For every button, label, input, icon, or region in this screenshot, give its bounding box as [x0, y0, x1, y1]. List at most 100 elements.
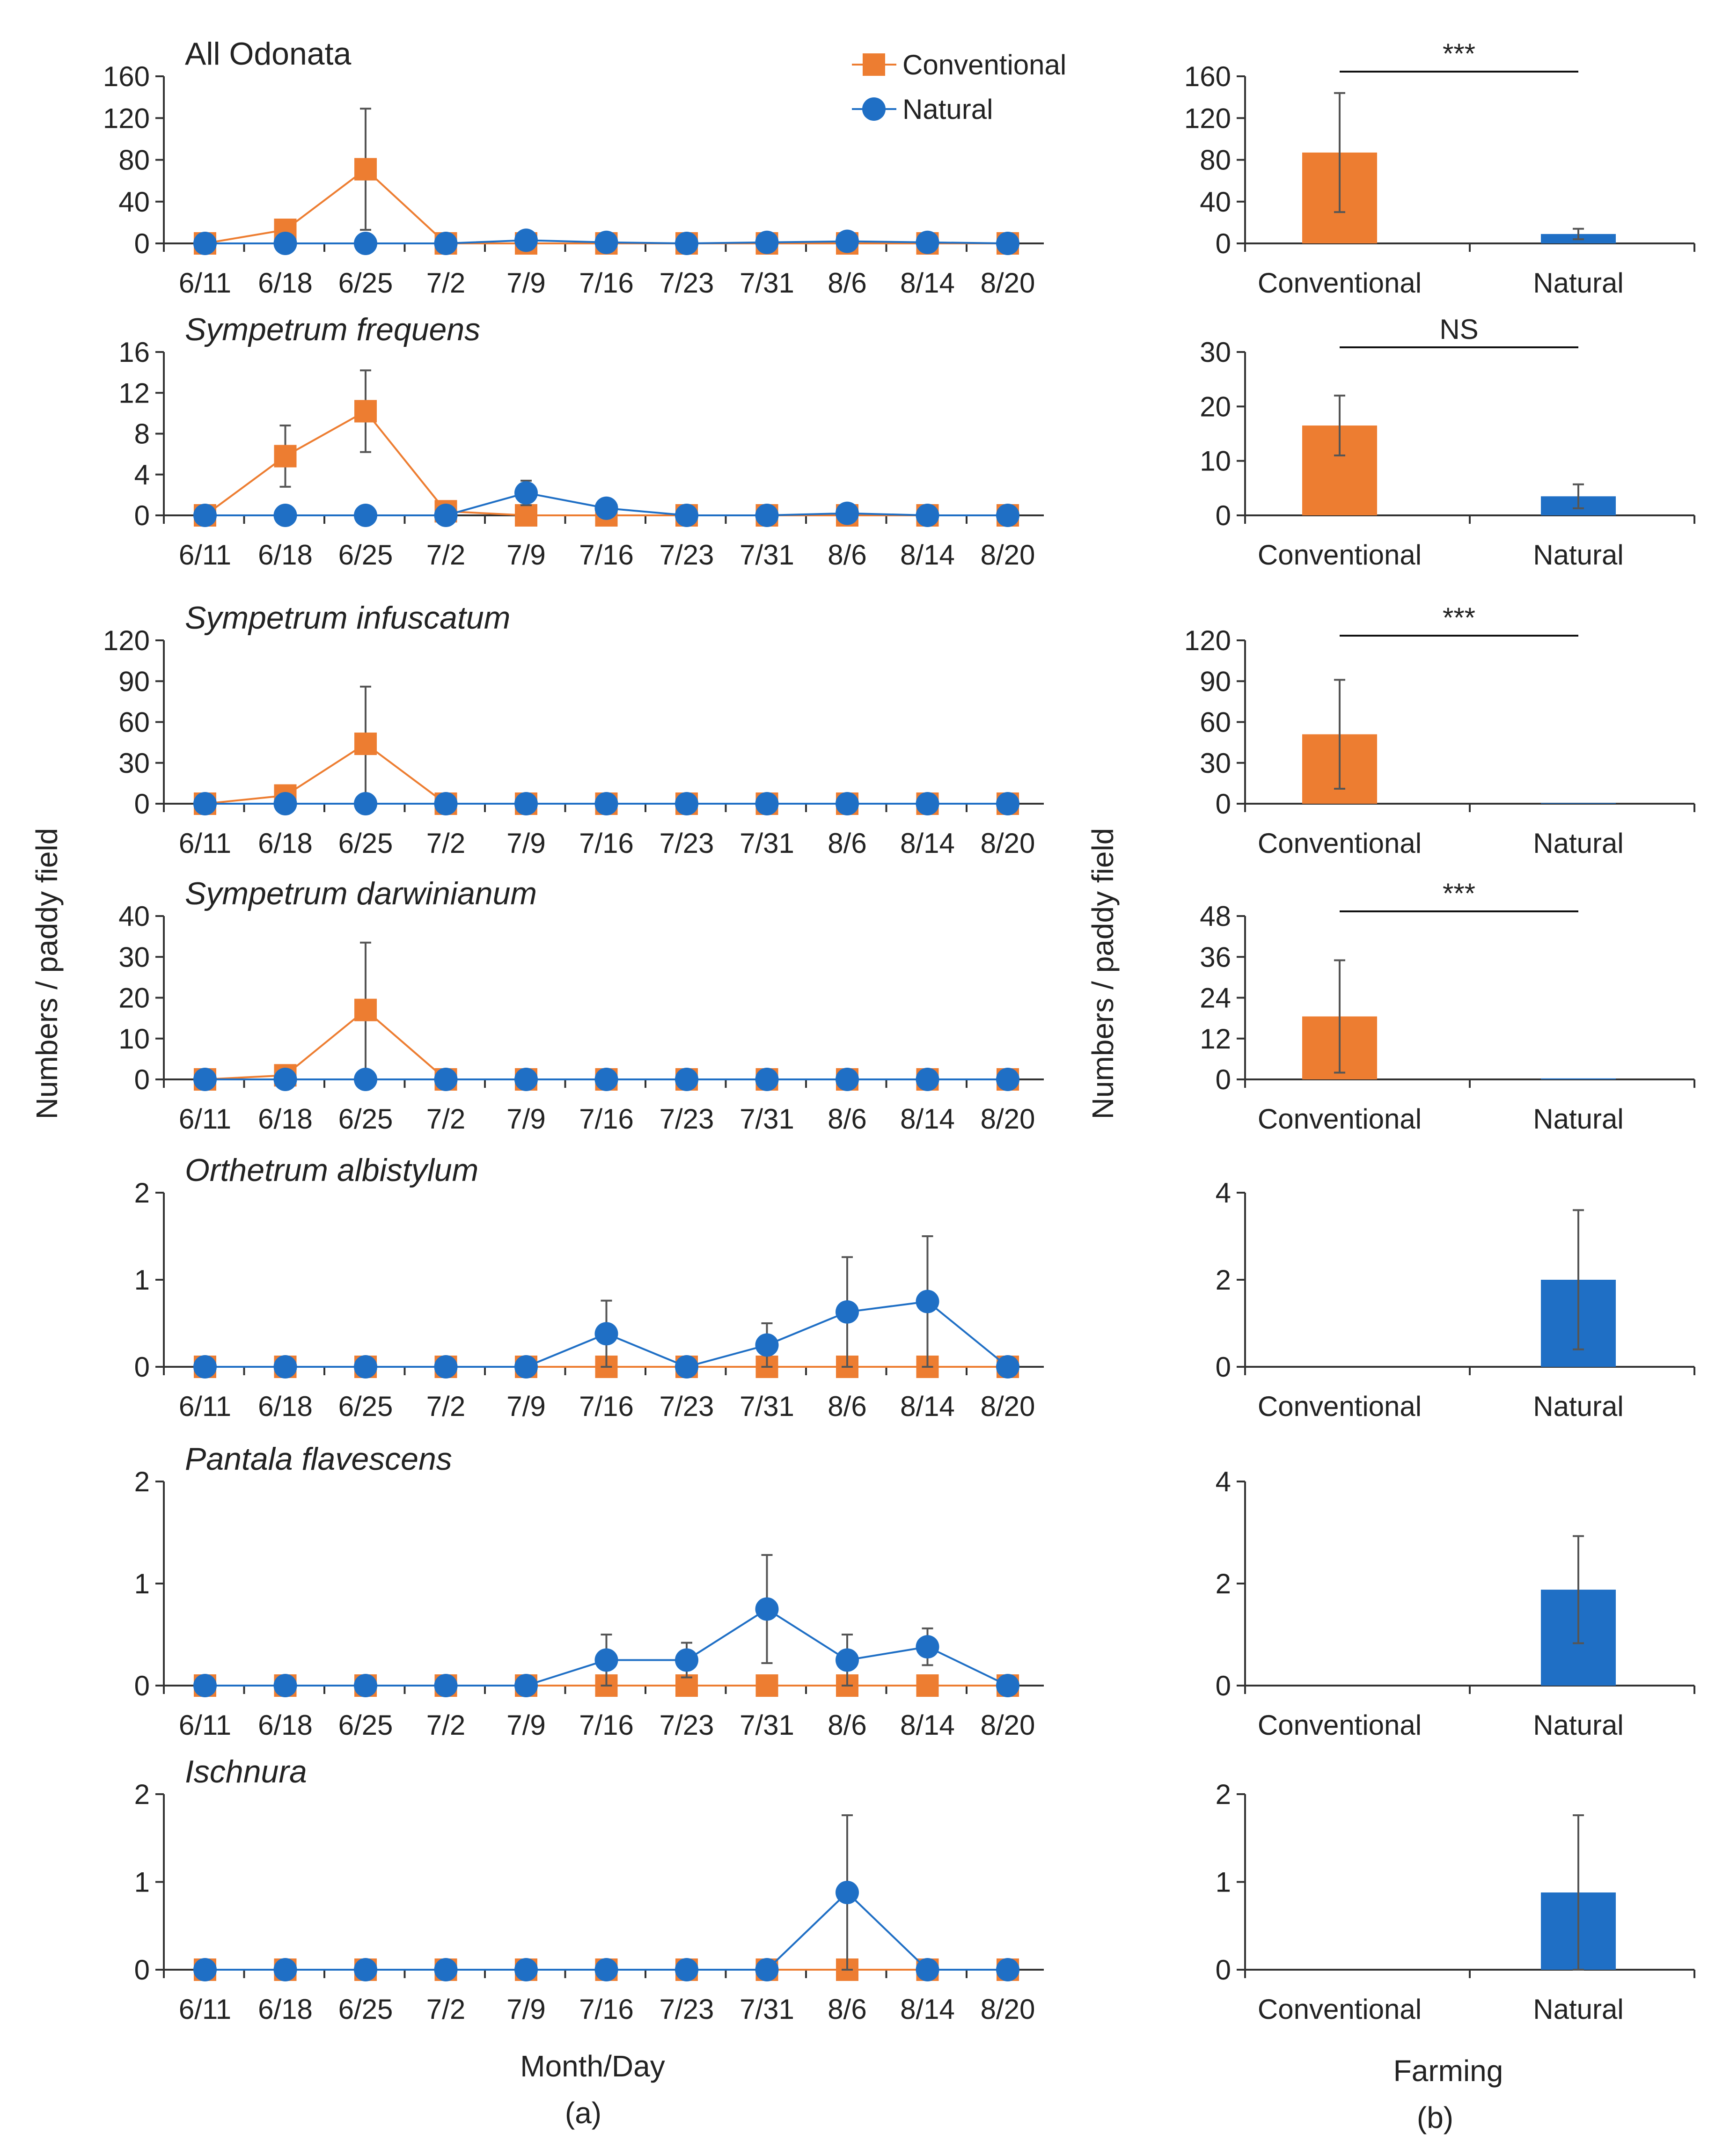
x-tick-label: 6/25: [338, 1391, 393, 1422]
x-tick-label: 8/14: [900, 1103, 955, 1135]
data-point-natural: [354, 1958, 377, 1981]
x-tick-label: 6/25: [338, 828, 393, 859]
x-tick-label: 7/16: [579, 1709, 634, 1741]
data-point-natural: [675, 1648, 698, 1672]
y-tick-label: 0: [1216, 228, 1231, 259]
x-tick-label: 7/23: [660, 1103, 714, 1135]
y-tick-label: 1: [134, 1264, 150, 1296]
y-tick-label: 160: [103, 61, 150, 92]
x-tick-label: 7/16: [579, 828, 634, 859]
data-point-natural: [514, 1674, 538, 1697]
y-tick-label: 30: [118, 748, 150, 779]
x-tick-label: 6/18: [258, 267, 313, 299]
x-tick-label: 6/11: [179, 1103, 231, 1135]
data-point-natural: [836, 1068, 859, 1091]
bar-chart-1: 0 40 80 120 160 Conventional Natural ***: [1184, 38, 1695, 299]
x-tick-label: Conventional: [1258, 1709, 1422, 1741]
bar-chart-4: 0 12 24 36 48 Conventional Natural ***: [1200, 878, 1695, 1135]
chart-title: Sympetrum infuscatum: [185, 600, 510, 636]
data-point-conventional: [274, 445, 297, 468]
x-tick-label: 7/23: [660, 1709, 714, 1741]
y-tick-label: 30: [1200, 337, 1231, 368]
x-tick-label: Conventional: [1258, 828, 1422, 859]
chart-title: Sympetrum frequens: [185, 312, 480, 347]
y-tick-label: 10: [1200, 446, 1231, 477]
y-tick-label: 0: [134, 788, 150, 820]
x-tick-label: Natural: [1533, 1994, 1623, 2025]
x-tick-label: 6/25: [338, 1709, 393, 1741]
y-tick-label: 160: [1184, 61, 1231, 92]
chart-title: Ischnura: [185, 1754, 307, 1789]
x-tick-label: 7/16: [579, 1994, 634, 2025]
y-tick-label: 1: [134, 1867, 150, 1898]
line-chart-6: Pantala flavescens 0 1 2 6/11 6/18 6/25 7/2 7/9 7…: [134, 1441, 1044, 1741]
chart-title: Orthetrum albistylum: [185, 1152, 478, 1188]
line-chart-1: All Odonata 0 40 80 120 160 6/11 6/18 6/25 7/2 7/9…: [103, 36, 1044, 299]
data-point-natural: [594, 1958, 618, 1981]
x-tick-label: 8/14: [900, 1391, 955, 1422]
data-point-natural: [193, 792, 217, 815]
x-tick-label: 8/14: [900, 1709, 955, 1741]
y-tick-label: 2: [134, 1466, 150, 1497]
x-tick-label: 6/11: [179, 1391, 231, 1422]
data-point-natural: [916, 792, 939, 815]
x-tick-label: 7/2: [426, 267, 465, 299]
panel-a-y-axis-label: Numbers / paddy field: [30, 828, 64, 1120]
significance-label: ***: [1443, 38, 1475, 69]
y-tick-label: 0: [134, 1351, 150, 1383]
y-tick-label: 0: [134, 1670, 150, 1701]
x-tick-label: 8/20: [981, 828, 1035, 859]
data-point-natural: [273, 1674, 297, 1697]
panel-b-y-axis-label: Numbers / paddy field: [1086, 828, 1120, 1120]
data-point-natural: [354, 1355, 377, 1379]
y-tick-label: 12: [118, 377, 150, 409]
y-tick-label: 12: [1200, 1023, 1231, 1055]
data-point-natural: [836, 792, 859, 815]
x-tick-label: 8/20: [981, 267, 1035, 299]
data-point-natural: [996, 1958, 1019, 1981]
data-point-natural: [434, 1355, 458, 1379]
y-tick-label: 40: [118, 186, 150, 218]
x-tick-label: 6/18: [258, 828, 313, 859]
data-point-natural: [514, 228, 538, 252]
x-tick-label: 8/20: [981, 539, 1035, 571]
y-tick-label: 0: [134, 228, 150, 259]
x-tick-label: Natural: [1533, 1709, 1623, 1741]
x-tick-label: 7/2: [426, 1391, 465, 1422]
x-tick-label: 8/14: [900, 539, 955, 571]
x-tick-label: 6/25: [338, 1994, 393, 2025]
x-tick-label: 7/31: [740, 828, 794, 859]
data-point-natural: [273, 1355, 297, 1379]
x-tick-label: 7/16: [579, 539, 634, 571]
x-tick-label: 8/20: [981, 1103, 1035, 1135]
x-tick-label: 7/31: [740, 539, 794, 571]
x-tick-label: 7/9: [506, 539, 545, 571]
data-point-natural: [996, 1068, 1019, 1091]
data-point-conventional: [354, 733, 377, 755]
y-tick-label: 120: [1184, 103, 1231, 134]
data-point-conventional: [354, 400, 377, 423]
bar-chart-5: 0 2 4 Conventional Natural: [1216, 1177, 1695, 1422]
x-tick-label: 6/18: [258, 1391, 313, 1422]
panel-b-x-axis-label: Farming: [1393, 2054, 1503, 2088]
x-tick-label: 7/31: [740, 1994, 794, 2025]
x-tick-label: 7/2: [426, 1994, 465, 2025]
x-tick-label: 8/20: [981, 1391, 1035, 1422]
y-tick-label: 20: [1200, 391, 1231, 422]
y-tick-label: 2: [1216, 1779, 1231, 1810]
y-tick-label: 60: [118, 707, 150, 738]
x-tick-label: Conventional: [1258, 1994, 1422, 2025]
data-point-natural: [916, 1290, 939, 1313]
line-chart-4: Sympetrum darwinianum 0 10 20 30 40 6/11 6/18 6/…: [118, 876, 1044, 1135]
data-point-natural: [916, 1635, 939, 1659]
data-point-natural: [193, 1355, 217, 1379]
line-chart-7: Ischnura 0 1 2 6/11 6/18 6/25 7/2 7/9 7/16 7/23 7/3…: [134, 1754, 1044, 2025]
y-tick-label: 20: [118, 983, 150, 1014]
y-tick-label: 0: [134, 1064, 150, 1095]
x-tick-label: 6/25: [338, 539, 393, 571]
x-tick-label: 7/31: [740, 1391, 794, 1422]
y-tick-label: 1: [134, 1568, 150, 1599]
y-tick-label: 2: [134, 1779, 150, 1810]
data-point-conventional: [916, 1674, 939, 1697]
data-point-natural: [755, 792, 779, 815]
